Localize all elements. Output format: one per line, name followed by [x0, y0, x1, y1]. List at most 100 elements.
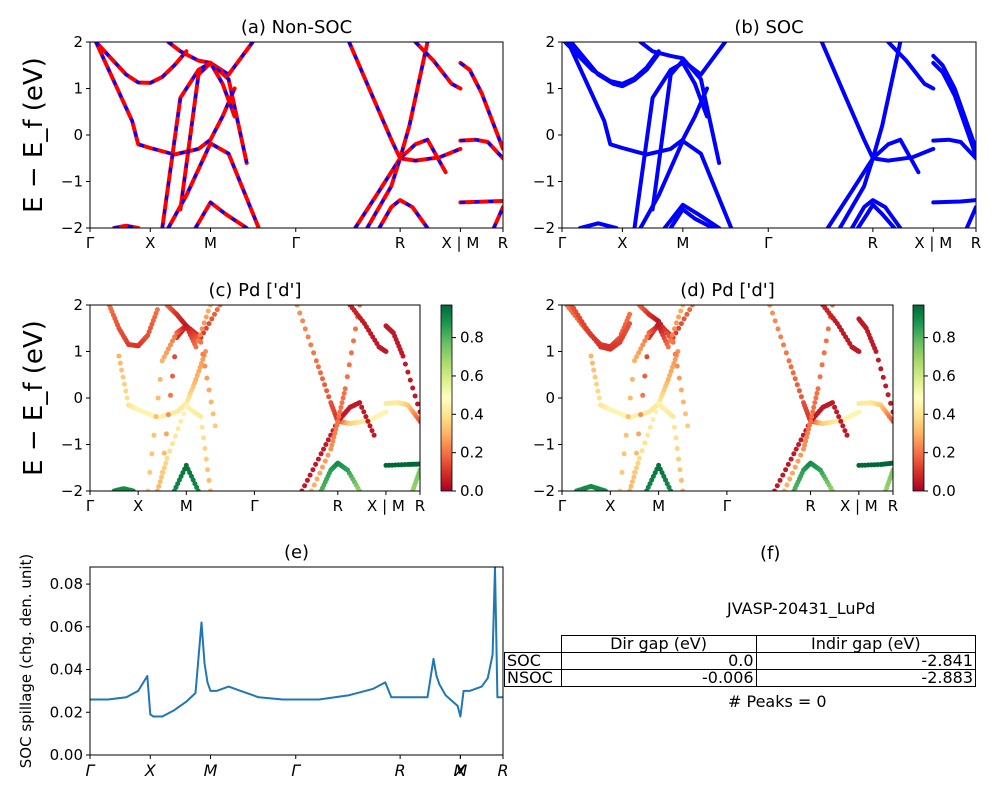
- band-point: [830, 305, 835, 308]
- band-line-dash: [94, 42, 188, 85]
- band-line: [353, 137, 448, 228]
- y-tick-label: 0: [545, 389, 555, 407]
- x-tick-label: M: [676, 234, 689, 252]
- band-point: [294, 305, 300, 308]
- band-point: [297, 310, 303, 316]
- x-tick-label: M: [204, 761, 218, 780]
- band-point: [320, 464, 325, 470]
- x-tick-label: M: [180, 497, 193, 515]
- band-point: [812, 400, 818, 406]
- band-point: [167, 448, 173, 454]
- band-point: [400, 353, 406, 359]
- band-line: [638, 42, 722, 165]
- band-point: [635, 460, 641, 466]
- band-point: [302, 326, 308, 332]
- band-point: [634, 354, 639, 360]
- band-point: [342, 386, 348, 392]
- band-point: [340, 395, 346, 401]
- band-point: [318, 370, 323, 376]
- band-point: [322, 458, 328, 464]
- band-point: [308, 342, 314, 348]
- band-point: [819, 362, 825, 368]
- band-point: [687, 307, 693, 313]
- gap-table-cell: -2.883: [755, 669, 977, 687]
- y-tick-label: −2: [61, 482, 83, 500]
- panel-c-y-axis-label: E − E_f (eV): [19, 320, 49, 476]
- band-point: [299, 488, 305, 491]
- band-point: [159, 474, 164, 480]
- band-point: [157, 479, 163, 485]
- band-point: [163, 460, 169, 466]
- x-tick-label: X: [605, 497, 615, 515]
- band-point: [783, 350, 789, 356]
- band-point: [793, 446, 799, 452]
- band-point: [777, 477, 783, 483]
- band-point: [680, 399, 686, 405]
- band-point: [623, 432, 629, 438]
- band-point: [155, 395, 161, 401]
- y-tick-label: −2: [61, 219, 83, 237]
- band-point: [806, 426, 811, 432]
- band-point: [154, 307, 160, 313]
- band-point: [676, 314, 682, 320]
- band-point: [856, 409, 862, 415]
- band-point: [402, 361, 408, 367]
- y-tick-label: −1: [533, 173, 555, 191]
- band-line-dash: [492, 206, 503, 228]
- band-point: [805, 430, 810, 436]
- band-point: [885, 392, 891, 398]
- band-point: [338, 404, 344, 410]
- band-point: [625, 414, 631, 420]
- band-point: [627, 311, 633, 317]
- colorbar-c: [440, 304, 453, 492]
- band-point: [685, 423, 691, 429]
- y-tick-label: −2: [533, 482, 555, 500]
- panel-b-title: (b) SOC: [734, 17, 803, 38]
- band-point: [317, 470, 323, 476]
- band-point: [809, 414, 815, 420]
- gap-table-row: NSOC -0.006 -2.883: [504, 669, 977, 687]
- band-point: [680, 488, 686, 491]
- band-point: [674, 446, 680, 451]
- band-point: [883, 383, 889, 389]
- band-point: [890, 467, 893, 473]
- band-point: [642, 338, 648, 344]
- band-point: [673, 435, 679, 441]
- band-point: [808, 418, 814, 424]
- gap-table-cell: -2.841: [755, 652, 977, 670]
- band-point: [873, 349, 879, 354]
- band-line: [458, 199, 503, 205]
- band-point: [172, 354, 178, 360]
- band-point: [627, 321, 633, 327]
- band-point: [798, 437, 804, 443]
- colorbar-tick-label: 0.4: [932, 405, 956, 423]
- band-point: [788, 364, 794, 370]
- band-point: [324, 388, 330, 394]
- band-point: [803, 438, 808, 444]
- x-tick-label: Γ: [86, 234, 95, 252]
- band-line-dash: [377, 198, 429, 228]
- band-point: [640, 342, 646, 348]
- colorbar-tick-label: 0.0: [460, 482, 484, 500]
- band-line-dash: [414, 42, 462, 90]
- band-point: [304, 477, 310, 483]
- band-point: [672, 351, 678, 357]
- band-point: [149, 451, 155, 457]
- band-point: [170, 373, 175, 379]
- band-point: [417, 418, 420, 424]
- band-point: [767, 305, 773, 308]
- band-point: [207, 488, 213, 491]
- colorbar-tick-label: 0.4: [460, 405, 484, 423]
- band-point: [832, 404, 838, 410]
- band-point: [313, 358, 319, 364]
- band-line: [886, 42, 936, 91]
- band-point: [888, 400, 893, 406]
- x-tick-label: X: [133, 497, 143, 515]
- band-point: [595, 388, 601, 394]
- panel-f-title: (f): [760, 543, 781, 564]
- band-point: [175, 426, 181, 432]
- x-tick-label: X | M: [367, 497, 405, 515]
- band-point: [320, 376, 325, 382]
- band-point: [198, 414, 204, 420]
- band-point: [212, 423, 218, 429]
